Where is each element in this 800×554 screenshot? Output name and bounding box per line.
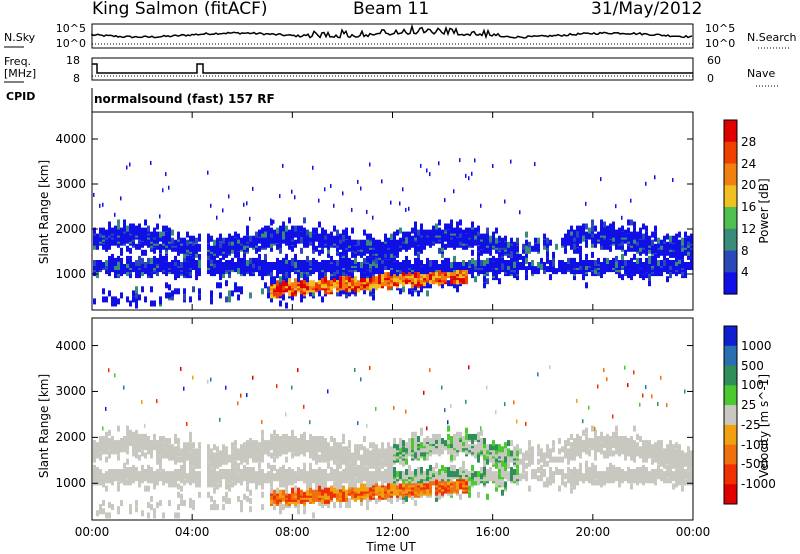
power-colorbar-cell [724, 228, 737, 252]
nsearch-tick-top: 10^5 [705, 22, 736, 35]
power-colorbar-cell [724, 141, 737, 165]
nsearch-tick-bottom: 10^0 [705, 37, 736, 50]
power-colorbar-tick: 28 [741, 134, 757, 149]
beam-title: Beam 11 [353, 0, 430, 19]
velocity-colorbar-cell [724, 444, 737, 465]
velocity-colorbar-cell [724, 464, 737, 485]
freq-unit: [MHz] [4, 67, 37, 80]
velocity-colorbar-tick: 25 [741, 398, 757, 413]
velocity-colorbar-cell [724, 424, 737, 446]
power-colorbar-tick: 12 [741, 221, 757, 236]
freq-tick-bottom: 8 [73, 72, 80, 85]
power-ytick-label: 3000 [55, 177, 86, 191]
nave-tick-bottom: 0 [707, 72, 714, 85]
nave-label: Nave [747, 67, 776, 80]
nsky-label: N.Sky [4, 31, 36, 44]
power-colorbar-tick: 16 [741, 200, 757, 214]
nsky-tick-top: 10^5 [55, 22, 86, 35]
nave-tick-top: 60 [707, 54, 721, 67]
velocity-colorbar-frame [723, 325, 738, 505]
x-tick-label: 12:00 [375, 525, 410, 539]
velocity-colorbar-tick: -1000 [741, 477, 776, 492]
velocity-colorbar-cell [724, 365, 737, 386]
nsky-line [91, 23, 693, 40]
velocity-colorbar-cell [724, 484, 737, 505]
power-colorbar-tick: 8 [741, 243, 749, 258]
velocity-ytick-label: 3000 [55, 384, 86, 399]
power-ytick-label: 4000 [55, 132, 86, 146]
cpid-label: CPID [6, 90, 36, 103]
velocity-colorbar-cell [724, 385, 737, 406]
velocity-colorbar-tick: 100 [741, 378, 764, 393]
power-colorbar-cell [724, 163, 737, 186]
power-ytick-label: 1000 [55, 267, 86, 281]
velocity-pixels [93, 365, 693, 519]
power-colorbar-tick: 24 [741, 156, 757, 171]
freq-tick-top: 18 [66, 54, 80, 67]
x-tick-label: 20:00 [575, 525, 611, 539]
velocity-ytick-label: 1000 [55, 476, 86, 491]
station-title: King Salmon (fitACF) [92, 0, 268, 19]
power-colorbar-cell [724, 250, 737, 273]
velocity-colorbar-cell [724, 326, 737, 347]
velocity-colorbar-tick: -500 [741, 457, 769, 472]
nsky-tick-bottom: 10^0 [55, 37, 86, 50]
power-colorbar-tick: 20 [741, 178, 757, 193]
power-colorbar-frame [723, 119, 738, 295]
x-tick-label: 04:00 [174, 525, 210, 539]
velocity-ytick-label: 2000 [55, 430, 86, 445]
velocity-colorbar-tick: -25 [741, 417, 761, 432]
nsearch-label: N.Search [747, 31, 797, 44]
velocity-colorbar-tick: -100 [741, 437, 769, 452]
power-colorbar-cell [724, 207, 737, 230]
velocity-colorbar-tick: 500 [741, 358, 764, 373]
velocity-colorbar-cell [724, 405, 737, 426]
x-axis-title: Time UT [366, 540, 416, 554]
cpid-value: normalsound (fast) 157 RF [94, 92, 275, 106]
x-tick-label: 00:00 [74, 525, 110, 539]
freq-line [92, 63, 693, 74]
power-colorbar-cell [724, 272, 737, 295]
x-tick-label: 08:00 [275, 525, 310, 539]
date-title: 31/May/2012 [591, 0, 703, 19]
power-pixels [93, 158, 693, 309]
x-tick-label: 16:00 [475, 525, 510, 539]
velocity-colorbar-cell [724, 345, 737, 367]
velocity-colorbar-tick: 1000 [741, 338, 772, 353]
power-colorbar-tick: 4 [741, 265, 749, 280]
freq-label: Freq. [4, 55, 32, 68]
power-colorbar-cell [724, 120, 737, 143]
freq-frame [91, 57, 694, 81]
velocity-ytick-label: 4000 [55, 338, 86, 353]
x-tick-label: 00:00 [675, 525, 711, 539]
power-ytick-label: 2000 [55, 222, 86, 236]
power-colorbar-cell [724, 185, 737, 208]
